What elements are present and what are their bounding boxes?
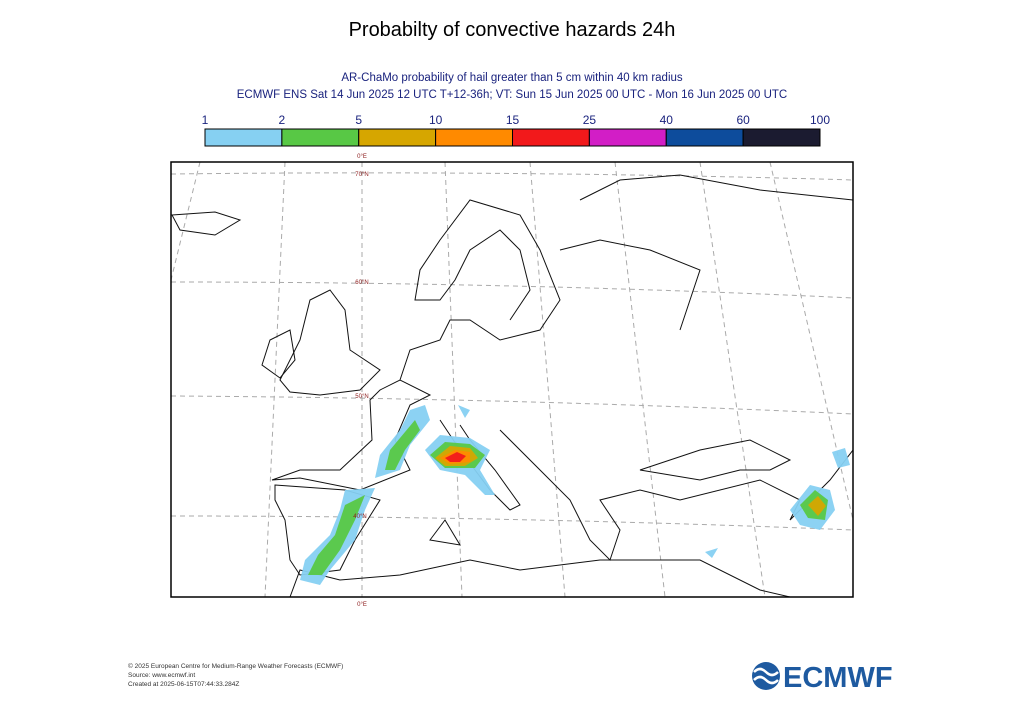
grid-line <box>171 172 853 181</box>
colorbar: 1 2 5 10 15 25 40 60 100 <box>202 113 830 147</box>
colorbar-segment <box>742 128 821 147</box>
hail-area <box>458 405 470 418</box>
coastline <box>639 439 792 481</box>
colorbar-segment <box>435 128 513 147</box>
coastline <box>279 289 381 396</box>
colorbar-segment <box>281 128 360 147</box>
logo: ECMWF <box>752 662 893 694</box>
hail-area <box>308 495 365 575</box>
hail-area <box>808 496 826 516</box>
colorbar-segment <box>665 128 744 147</box>
colorbar-label: 100 <box>810 113 830 127</box>
colorbar-label: 60 <box>736 113 750 127</box>
colorbar-label: 10 <box>429 113 443 127</box>
lat-label: 40°N <box>353 514 366 520</box>
coastline <box>271 379 432 491</box>
grid-line <box>171 281 853 299</box>
coastline <box>559 239 701 331</box>
lon-label: 0°E <box>357 154 367 160</box>
grid-line <box>171 515 853 531</box>
colorbar-label: 25 <box>583 113 597 127</box>
colorbar-label: 15 <box>506 113 520 127</box>
colorbar-label: 1 <box>202 113 209 127</box>
hail-areas <box>300 405 850 585</box>
hail-area <box>705 548 718 558</box>
lon-label: 0°E <box>357 602 367 608</box>
coastline <box>579 174 853 201</box>
lat-label: 60°N <box>355 280 368 286</box>
grid-line <box>699 162 766 597</box>
map: 0°E 70°N 60°N 50°N 40°N 0°E <box>170 154 854 608</box>
map-frame <box>170 161 854 598</box>
colorbar-segment <box>358 128 437 147</box>
footer-text: Source: www.ecmwf.int <box>128 672 195 679</box>
coastline <box>171 211 242 236</box>
lat-label: 50°N <box>355 394 368 400</box>
coastline <box>429 519 461 546</box>
title: Probabilty of convective hazards 24h <box>349 19 676 41</box>
coastline <box>399 199 561 381</box>
grid-line <box>264 162 286 597</box>
subtitle: ECMWF ENS Sat 14 Jun 2025 12 UTC T+12-36… <box>237 89 787 101</box>
grid-line <box>444 162 463 597</box>
grid-line <box>171 395 853 415</box>
grid-line <box>529 162 566 597</box>
coastline <box>499 429 853 561</box>
hail-area <box>445 452 466 462</box>
colorbar-label: 2 <box>279 113 286 127</box>
graticule <box>171 162 853 597</box>
logo-icon <box>752 662 780 690</box>
colorbar-label: 5 <box>355 113 362 127</box>
footer-text: © 2025 European Centre for Medium-Range … <box>128 662 343 670</box>
hail-area <box>832 448 850 468</box>
map-background <box>171 162 853 597</box>
subtitle: AR-ChaMo probability of hail greater tha… <box>341 72 683 84</box>
grid-line <box>614 162 666 597</box>
grid-line <box>171 162 201 281</box>
colorbar-segment <box>512 128 590 147</box>
colorbar-label: 40 <box>660 113 674 127</box>
colorbar-segment <box>588 128 667 147</box>
logo-text: ECMWF <box>783 662 893 694</box>
logo-icon <box>753 667 779 685</box>
coastline <box>261 329 296 379</box>
lat-label: 70°N <box>355 172 368 178</box>
footer-text: Created at 2025-06-15T07:44:33.284Z <box>128 681 239 688</box>
hail-area <box>385 420 420 470</box>
colorbar-segment <box>204 128 283 147</box>
